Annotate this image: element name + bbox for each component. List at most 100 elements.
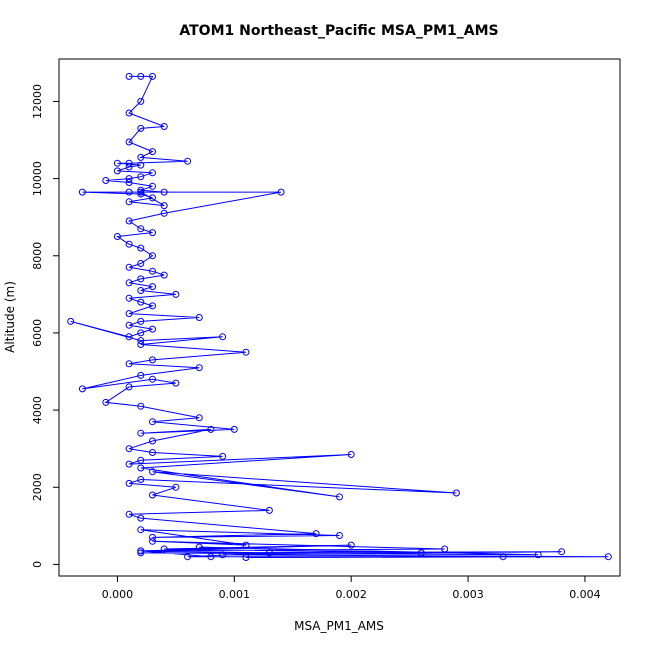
data-point: [125, 383, 133, 391]
y-tick-label: 2000: [31, 473, 44, 501]
data-point: [184, 157, 192, 165]
data-point: [137, 317, 145, 325]
data-point: [312, 530, 320, 538]
data-point: [137, 225, 145, 233]
data-point: [347, 541, 355, 549]
data-point: [125, 109, 133, 117]
y-tick-label: 12000: [31, 84, 44, 119]
data-point: [125, 198, 133, 206]
series-line: [70, 75, 609, 558]
data-point: [149, 148, 156, 156]
data-point: [125, 179, 133, 186]
data-point: [336, 532, 343, 539]
data-point: [149, 72, 156, 80]
data-point: [149, 302, 156, 310]
data-point: [160, 188, 168, 196]
data-point: [137, 153, 145, 161]
data-point: [137, 244, 145, 252]
data-point: [125, 263, 133, 271]
data-point: [137, 402, 145, 410]
data-point: [137, 97, 145, 105]
data-point: [242, 554, 250, 561]
data-point: [125, 294, 133, 302]
data-point: [149, 325, 156, 333]
data-point: [149, 169, 156, 177]
data-point: [125, 460, 133, 468]
data-point: [137, 173, 145, 181]
data-point: [125, 159, 133, 167]
x-tick-label: 0.003: [452, 588, 484, 601]
data-point: [149, 437, 156, 445]
data-point: [149, 537, 156, 545]
data-point: [149, 194, 156, 202]
data-point: [113, 159, 121, 167]
x-axis-label: MSA_PM1_AMS: [294, 619, 384, 633]
data-point: [149, 356, 156, 364]
data-point: [113, 167, 121, 175]
data-point: [172, 483, 180, 491]
data-point: [195, 314, 203, 321]
data-point: [230, 425, 238, 433]
data-point: [125, 360, 133, 368]
data-point: [125, 333, 133, 341]
data-point: [149, 252, 156, 260]
data-point: [67, 317, 75, 325]
x-tick-label: 0.004: [569, 588, 601, 601]
data-point: [149, 533, 156, 541]
x-axis: 0.000 0.001 0.002 0.003 0.004: [102, 575, 601, 601]
data-point: [137, 429, 145, 437]
data-point: [137, 275, 145, 283]
data-point: [195, 414, 203, 422]
data-point: [137, 260, 145, 267]
data-point: [125, 138, 133, 146]
data-point: [102, 177, 110, 184]
data-point: [78, 385, 86, 393]
data-point: [149, 449, 156, 456]
data-point: [160, 545, 168, 553]
data-point: [137, 341, 145, 348]
data-point: [149, 491, 156, 499]
data-point: [137, 464, 145, 472]
data-point: [172, 379, 180, 387]
data-point: [219, 452, 227, 460]
data-point: [207, 553, 215, 561]
x-tick-label: 0.001: [219, 588, 251, 601]
data-point: [137, 514, 145, 522]
data-point: [137, 337, 145, 345]
data-point: [149, 283, 156, 291]
y-axis: 0 2000 4000 6000 8000 10000 12000: [31, 84, 60, 568]
data-point: [125, 175, 133, 183]
data-point: [125, 445, 133, 453]
y-tick-label: 4000: [31, 396, 44, 424]
y-axis-label: Altitude (m): [3, 281, 17, 353]
data-point: [604, 553, 612, 561]
x-tick-label: 0.000: [102, 588, 134, 601]
data-point: [149, 375, 156, 383]
data-point: [137, 190, 145, 198]
data-point: [125, 163, 133, 171]
data-point: [499, 553, 507, 561]
data-point: [137, 371, 145, 379]
data-point: [219, 333, 227, 341]
data-point: [137, 476, 145, 483]
data-point: [219, 551, 227, 559]
data-point: [242, 348, 250, 356]
data-point: [347, 451, 355, 458]
data-point: [195, 543, 203, 551]
data-point: [125, 310, 133, 318]
data-point: [125, 240, 133, 248]
data-point: [149, 267, 156, 275]
data-point: [78, 188, 86, 196]
data-point: [417, 549, 425, 557]
data-point: [137, 72, 145, 80]
data-point: [137, 547, 145, 555]
data-point: [265, 549, 273, 557]
data-point: [125, 279, 133, 287]
data-point: [137, 124, 145, 132]
data-point: [336, 493, 343, 501]
data-point: [137, 186, 145, 194]
y-tick-label: 0: [31, 561, 44, 568]
data-point: [125, 217, 133, 225]
data-point: [149, 182, 156, 190]
